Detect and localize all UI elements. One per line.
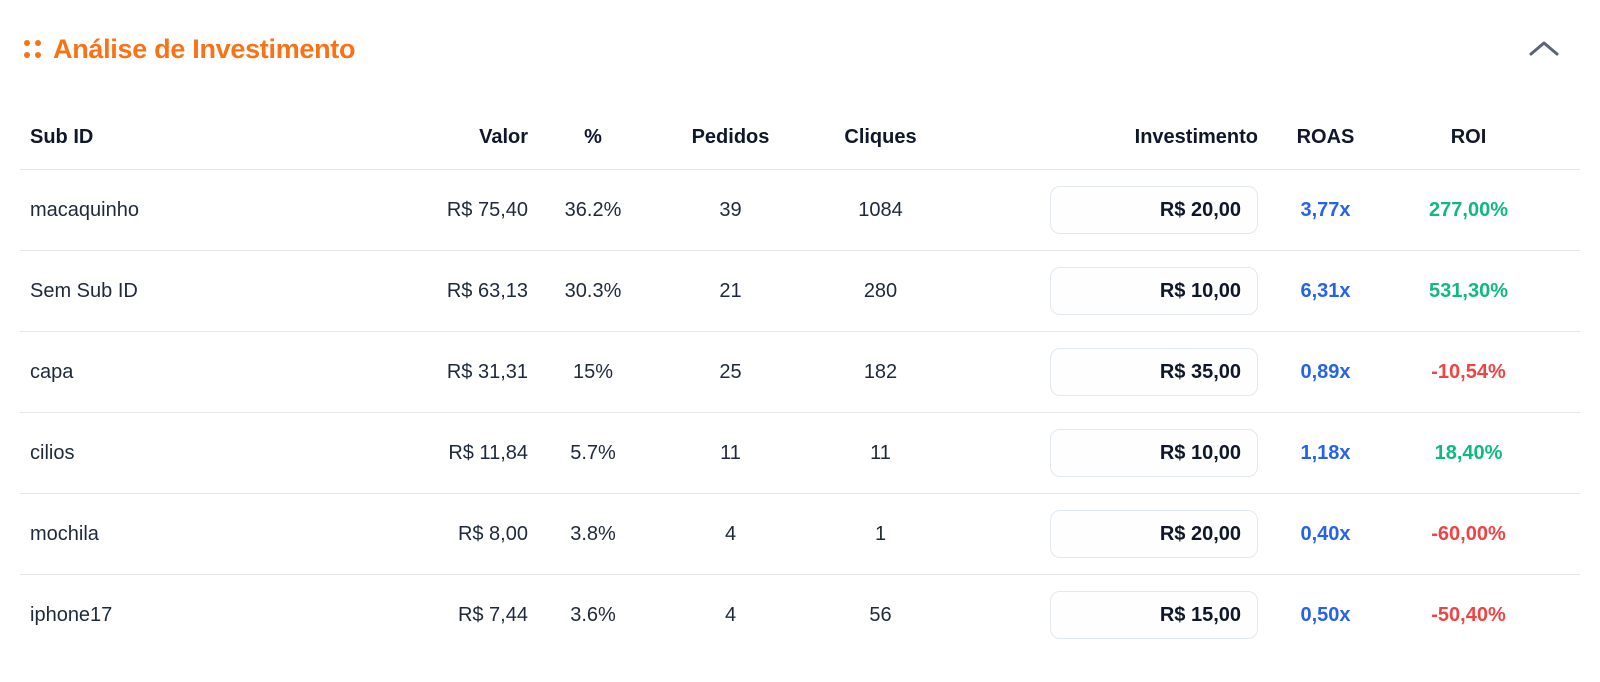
sub-id-cell: macaquinho xyxy=(20,169,350,251)
pct-cell: 3.8% xyxy=(528,493,658,575)
investimento-input[interactable] xyxy=(1050,267,1258,315)
valor-cell: R$ 31,31 xyxy=(350,331,528,413)
investimento-input[interactable] xyxy=(1050,348,1258,396)
sub-id-cell: cilios xyxy=(20,412,350,494)
panel-header: Análise de Investimento xyxy=(20,0,1580,84)
pct-cell: 30.3% xyxy=(528,250,658,332)
column-header-pedidos: Pedidos xyxy=(658,110,803,170)
column-header-roi: ROI xyxy=(1393,110,1580,170)
investimento-cell xyxy=(958,575,1258,656)
pct-cell: 15% xyxy=(528,331,658,413)
roi-cell: 18,40% xyxy=(1393,412,1580,494)
cliques-cell: 11 xyxy=(803,412,958,494)
roi-cell: -10,54% xyxy=(1393,331,1580,413)
column-header-investimento: Investimento xyxy=(958,110,1258,170)
sub-id-cell: mochila xyxy=(20,493,350,575)
roas-cell: 1,18x xyxy=(1258,412,1393,494)
table-row: Sem Sub ID R$ 63,13 30.3% 21 280 6,31x 5… xyxy=(20,250,1580,332)
valor-cell: R$ 75,40 xyxy=(350,169,528,251)
pct-cell: 5.7% xyxy=(528,412,658,494)
pedidos-cell: 11 xyxy=(658,412,803,494)
pedidos-cell: 25 xyxy=(658,331,803,413)
cliques-cell: 280 xyxy=(803,250,958,332)
drag-handle-icon[interactable] xyxy=(24,40,41,58)
investimento-input[interactable] xyxy=(1050,510,1258,558)
pedidos-cell: 4 xyxy=(724,603,737,626)
roi-cell: 277,00% xyxy=(1393,169,1580,251)
investimento-cell xyxy=(958,169,1258,251)
roas-cell: 6,31x xyxy=(1258,250,1393,332)
investimento-cell xyxy=(958,331,1258,413)
investimento-cell xyxy=(958,412,1258,494)
roas-cell: 0,50x xyxy=(1300,603,1351,626)
pedidos-cell: 39 xyxy=(658,169,803,251)
roi-cell: 531,30% xyxy=(1393,250,1580,332)
column-header-valor: Valor xyxy=(350,110,528,170)
table-header-row: Sub ID Valor % Pedidos Cliques Investime… xyxy=(20,110,1580,170)
sub-id-cell: iphone17 xyxy=(30,603,113,626)
page-title: Análise de Investimento xyxy=(53,33,356,64)
pct-cell: 36.2% xyxy=(528,169,658,251)
investment-table: Sub ID Valor % Pedidos Cliques Investime… xyxy=(20,110,1580,656)
table-row: macaquinho R$ 75,40 36.2% 39 1084 3,77x … xyxy=(20,169,1580,251)
valor-cell: R$ 7,44 xyxy=(457,603,528,626)
valor-cell: R$ 63,13 xyxy=(350,250,528,332)
cliques-cell: 1 xyxy=(803,493,958,575)
column-header-cliques: Cliques xyxy=(803,110,958,170)
column-header-roas: ROAS xyxy=(1258,110,1393,170)
valor-cell: R$ 11,84 xyxy=(350,412,528,494)
investimento-input[interactable] xyxy=(1050,186,1258,234)
cliques-cell: 1084 xyxy=(803,169,958,251)
roas-cell: 0,89x xyxy=(1258,331,1393,413)
roas-cell: 3,77x xyxy=(1258,169,1393,251)
cliques-cell: 182 xyxy=(803,331,958,413)
cliques-cell: 56 xyxy=(869,603,892,626)
column-header-pct: % xyxy=(528,110,658,170)
table-row: cilios R$ 11,84 5.7% 11 11 1,18x 18,40% xyxy=(20,412,1580,494)
roi-cell: -50,40% xyxy=(1431,603,1506,626)
investimento-cell xyxy=(958,493,1258,575)
column-header-sub-id: Sub ID xyxy=(20,110,350,170)
roas-cell: 0,40x xyxy=(1258,493,1393,575)
sub-id-cell: Sem Sub ID xyxy=(20,250,350,332)
investimento-input[interactable] xyxy=(1050,591,1258,640)
investimento-cell xyxy=(958,250,1258,332)
sub-id-cell: capa xyxy=(20,331,350,413)
pedidos-cell: 21 xyxy=(658,250,803,332)
valor-cell: R$ 8,00 xyxy=(350,493,528,575)
pct-cell: 3.6% xyxy=(570,603,616,626)
roi-cell: -60,00% xyxy=(1393,493,1580,575)
title-group: Análise de Investimento xyxy=(24,33,356,65)
table-row: capa R$ 31,31 15% 25 182 0,89x -10,54% xyxy=(20,331,1580,413)
investimento-input[interactable] xyxy=(1050,429,1258,477)
collapse-panel-button[interactable] xyxy=(1522,32,1566,66)
pedidos-cell: 4 xyxy=(658,493,803,575)
chevron-up-icon xyxy=(1529,41,1559,56)
investment-analysis-panel: Análise de Investimento Sub ID Valor % P… xyxy=(20,0,1580,656)
table-row: mochila R$ 8,00 3.8% 4 1 0,40x -60,00% xyxy=(20,493,1580,575)
table-row: iphone17 R$ 7,44 3.6% 4 56 0,50x -50,40% xyxy=(20,575,1580,656)
